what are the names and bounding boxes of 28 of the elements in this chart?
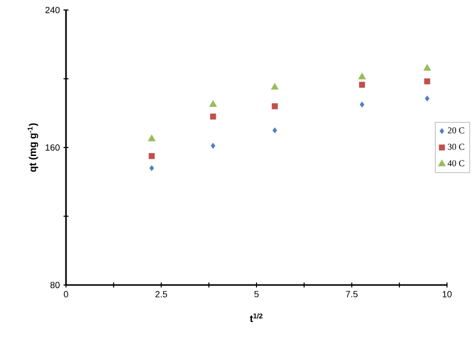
point	[358, 72, 366, 80]
point	[148, 134, 156, 142]
x-tick-label: 10	[442, 291, 452, 298]
point	[360, 102, 364, 108]
point	[424, 78, 430, 84]
point	[149, 165, 154, 172]
y-tick-label: 80	[50, 282, 60, 288]
x-tick-label: 2.5	[155, 291, 168, 298]
legend-label: 40 C	[448, 160, 464, 166]
x-tick-label: 0	[64, 291, 68, 298]
point	[424, 96, 430, 102]
point	[210, 142, 216, 149]
point	[359, 82, 366, 88]
legend-label: 20 C	[448, 127, 464, 134]
point	[270, 82, 279, 90]
legend-label: 30 C	[448, 144, 464, 150]
y-tick-label: 240	[45, 6, 60, 14]
point	[209, 100, 217, 107]
x-tick-label: 5	[254, 291, 259, 298]
point	[210, 114, 216, 120]
point	[272, 127, 278, 134]
x-tick-label: 7.5	[346, 291, 358, 298]
point	[272, 103, 278, 110]
point	[148, 153, 155, 160]
y-axis-title: qt (mg g$^{-1}$)	[28, 123, 38, 172]
x-axis-title: t$^{1/2}$	[250, 313, 262, 322]
y-tick-label: 160	[46, 144, 60, 151]
point	[423, 64, 432, 71]
